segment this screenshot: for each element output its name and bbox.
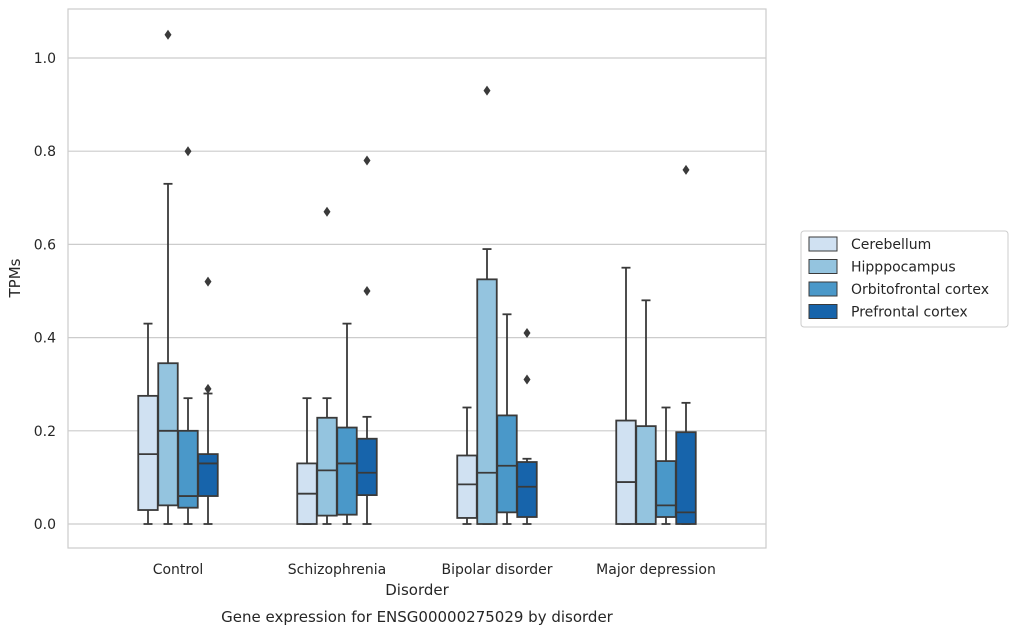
outlier-point	[164, 29, 172, 40]
box-body	[137, 394, 159, 511]
box-body	[157, 362, 179, 507]
box-body	[496, 414, 518, 514]
box-prefrontal-cortex-0	[197, 276, 219, 525]
outlier-point	[204, 276, 212, 287]
box-prefrontal-cortex-2	[516, 327, 538, 525]
y-tick-label: 0.6	[34, 237, 56, 253]
box-body	[456, 454, 478, 519]
y-tick-label: 1.0	[34, 51, 56, 67]
box-cerebellum-2	[456, 406, 478, 525]
legend-swatch	[808, 236, 838, 252]
box-orbitofrontal-cortex-3	[655, 406, 677, 525]
chart-caption: Gene expression for ENSG00000275029 by d…	[221, 608, 614, 626]
legend-swatch	[808, 304, 838, 319]
box-orbitofrontal-cortex-0	[177, 146, 199, 525]
box-body	[356, 437, 378, 497]
outlier-point	[682, 164, 690, 175]
box-hipppocampus-2	[476, 85, 498, 525]
y-tick-label: 0.8	[34, 144, 56, 160]
outlier-point	[523, 327, 531, 338]
box-orbitofrontal-cortex-2	[496, 313, 518, 525]
box-body	[675, 431, 697, 525]
legend-label: Prefrontal cortex	[851, 305, 968, 321]
outlier-point	[323, 206, 331, 217]
x-tick-label: Control	[153, 562, 204, 578]
box-cerebellum-1	[296, 397, 318, 525]
x-tick-label: Major depression	[596, 562, 716, 578]
box-body	[615, 419, 637, 525]
y-tick-label: 0.4	[34, 331, 56, 347]
plot-frame	[67, 8, 767, 549]
box-orbitofrontal-cortex-1	[336, 322, 358, 525]
y-tick-label: 0.2	[34, 424, 56, 440]
box-body	[635, 425, 657, 525]
box-hipppocampus-0	[157, 29, 179, 525]
outlier-point	[363, 286, 371, 296]
legend-label: Cerebellum	[851, 237, 931, 253]
legend: Cerebellum Hipppocampus Orbitofrontal cort…	[800, 230, 1009, 328]
legend-label: Orbitofrontal cortex	[851, 282, 989, 298]
box-cerebellum-3	[615, 266, 637, 525]
x-tick-label: Schizophrenia	[288, 562, 386, 578]
box-body	[316, 416, 338, 517]
box-body	[197, 453, 219, 497]
box-prefrontal-cortex-1	[356, 155, 378, 525]
outlier-point	[523, 374, 531, 385]
box-body	[476, 278, 498, 525]
y-axis-ticks: 0.0 0.2 0.4 0.6 0.8 1.0	[34, 51, 56, 533]
y-axis-label: TPMs	[6, 258, 24, 298]
box-body	[336, 426, 358, 516]
box-hipppocampus-1	[316, 206, 338, 525]
outlier-point	[204, 383, 212, 394]
box-prefrontal-cortex-3	[675, 164, 697, 525]
legend-swatch	[808, 259, 838, 274]
box-cerebellum-0	[137, 322, 159, 525]
outlier-point	[184, 146, 192, 157]
legend-frame	[800, 230, 1009, 328]
legend-swatch	[808, 281, 838, 297]
x-axis-ticks: Control Schizophrenia Bipolar disorder Majo…	[153, 562, 716, 578]
x-tick-label: Bipolar disorder	[441, 562, 552, 578]
outlier-point	[483, 85, 491, 96]
y-tick-label: 0.0	[34, 517, 56, 533]
legend-label: Hipppocampus	[851, 260, 956, 276]
boxes	[137, 29, 697, 525]
outlier-point	[363, 155, 371, 166]
box-body	[516, 461, 538, 518]
box-hipppocampus-3	[635, 299, 657, 525]
box-body	[655, 460, 677, 518]
x-axis-label: Disorder	[385, 581, 449, 599]
